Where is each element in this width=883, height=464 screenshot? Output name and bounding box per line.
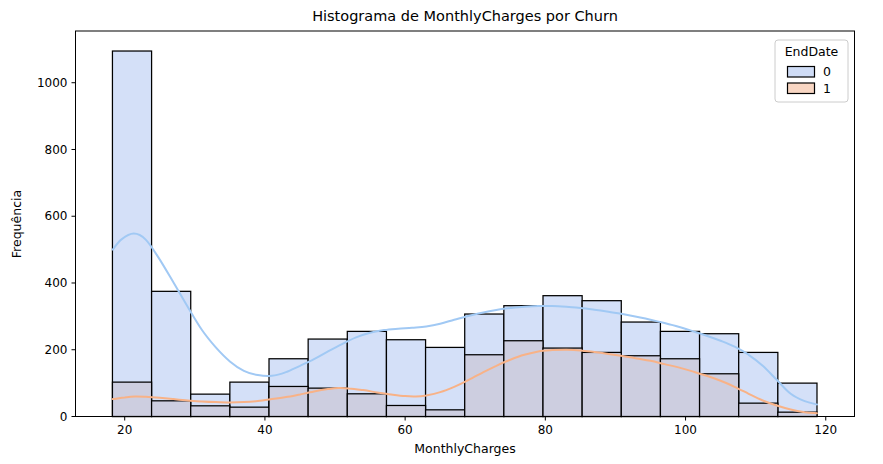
x-tick-label: 60 — [397, 423, 412, 437]
histogram-chart: 20 40 60 80 100 120 0 200 400 600 800 1000 MonthlyCh… — [0, 0, 883, 464]
y-tick-label: 200 — [45, 343, 68, 357]
histogram-bar — [426, 410, 465, 417]
y-tick-label: 1000 — [37, 76, 68, 90]
legend-label-0: 0 — [823, 64, 831, 79]
histogram-bar — [543, 348, 582, 416]
x-tick-label: 100 — [674, 423, 697, 437]
histogram-bar — [621, 356, 660, 417]
chart-title: Histograma de MonthlyCharges por Churn — [312, 8, 618, 24]
legend-title: EndDate — [785, 44, 839, 59]
histogram-bar — [426, 347, 465, 416]
x-axis-label: MonthlyCharges — [414, 441, 515, 456]
histogram-bar — [739, 403, 778, 416]
histogram-bar — [582, 352, 621, 416]
x-tick-label: 40 — [257, 423, 272, 437]
histogram-bar — [347, 394, 386, 417]
legend: EndDate 0 1 — [775, 40, 848, 102]
histogram-bar — [386, 405, 425, 416]
y-tick-label: 0 — [60, 410, 68, 424]
y-axis-label: Frequência — [9, 190, 24, 258]
legend-swatch-1 — [788, 83, 815, 94]
x-tick-label: 20 — [117, 423, 132, 437]
figure: 20 40 60 80 100 120 0 200 400 600 800 1000 MonthlyCh… — [0, 0, 883, 464]
legend-swatch-0 — [788, 67, 815, 78]
x-tick-label: 80 — [538, 423, 553, 437]
y-tick-label: 800 — [45, 143, 68, 157]
histogram-bar — [230, 407, 269, 416]
x-tick-label: 120 — [814, 423, 837, 437]
legend-label-1: 1 — [823, 81, 831, 96]
histogram-bar — [269, 386, 308, 416]
y-tick-label: 400 — [45, 276, 68, 290]
y-tick-label: 600 — [45, 209, 68, 223]
histogram-bar — [152, 401, 191, 417]
histogram-bar — [191, 406, 230, 417]
